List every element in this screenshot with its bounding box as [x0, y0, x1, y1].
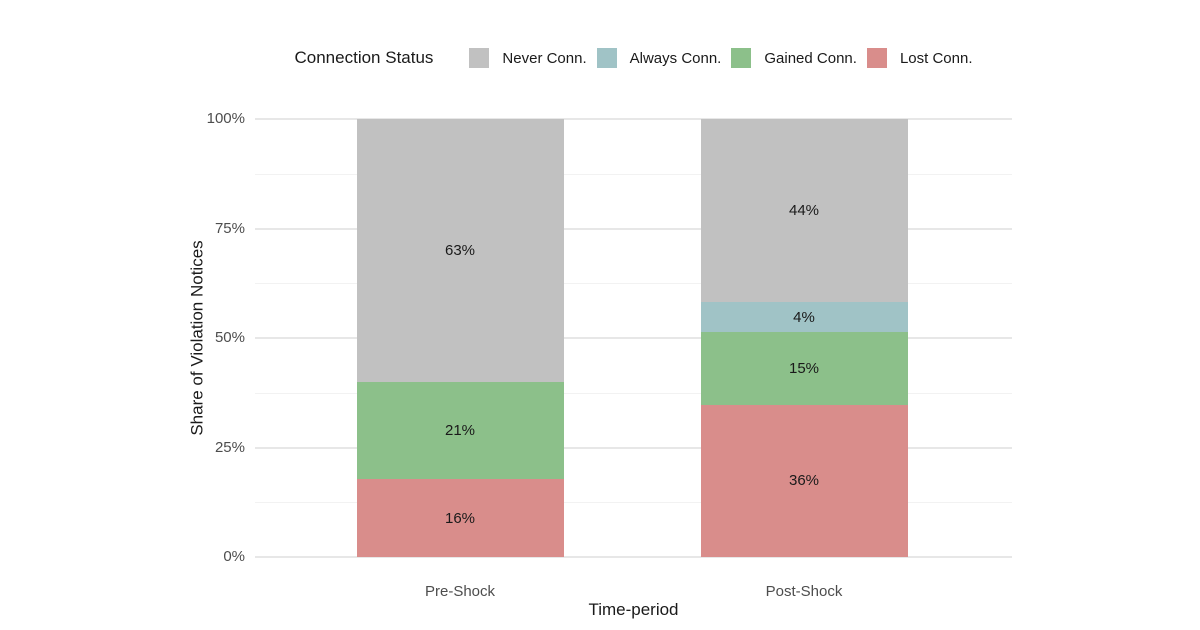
- legend-title: Connection Status: [294, 48, 434, 67]
- legend-item-never-conn: Never Conn.: [469, 48, 587, 68]
- x-axis-title: Time-period: [588, 600, 679, 619]
- segment-value-label: 44%: [788, 202, 820, 219]
- legend: Connection Status Never Conn. Always Conn…: [255, 44, 1012, 72]
- y-axis-title: Share of Violation Notices: [188, 240, 207, 436]
- x-tick-label-post-shock: Post-Shock: [765, 583, 843, 600]
- legend-item-lost-conn: Lost Conn.: [866, 48, 973, 68]
- legend-item-label: Lost Conn.: [899, 49, 973, 67]
- y-tick-label: 50%: [214, 329, 245, 346]
- y-tick-label: 100%: [206, 110, 245, 127]
- legend-item-label: Never Conn.: [502, 49, 587, 67]
- legend-items: Never Conn. Always Conn. Gained Conn. Lost …: [469, 48, 972, 68]
- segment-value-label: 15%: [788, 359, 820, 377]
- segment-lost-conn-pre-shock: 16%: [356, 479, 564, 557]
- gridline-major: [255, 446, 1012, 449]
- gridline-major: [255, 556, 1012, 558]
- legend-item-label: Gained Conn.: [764, 49, 857, 67]
- segment-gained-conn-post-shock: 15%: [700, 332, 908, 405]
- legend-item-always-conn: Always Conn.: [596, 48, 722, 68]
- segment-never-conn-pre-shock: 63%: [356, 119, 564, 382]
- legend-swatch-never-conn: [469, 48, 490, 68]
- gridline-minor: [255, 283, 1012, 285]
- plot-panel: 63% 21% 16% 44% 4% 15% 36%: [255, 118, 1012, 558]
- bar-pre-shock: 63% 21% 16%: [356, 119, 564, 557]
- gridline-major: [255, 118, 1012, 120]
- gridline-minor: [255, 502, 1012, 504]
- y-tick-label: 75%: [214, 219, 245, 237]
- legend-item-gained-conn: Gained Conn.: [731, 48, 857, 68]
- bar-post-shock: 44% 4% 15% 36%: [700, 119, 908, 557]
- segment-gained-conn-pre-shock: 21%: [356, 381, 564, 480]
- segment-value-label: 21%: [444, 421, 476, 439]
- y-tick-label: 25%: [214, 438, 245, 456]
- segment-value-label: 63%: [444, 241, 476, 259]
- y-axis-title-wrap: Share of Violation Notices: [188, 223, 208, 453]
- segment-value-label: 4%: [793, 308, 815, 326]
- y-axis-tick-labels: 0% 25% 50% 75% 100%: [0, 110, 245, 565]
- gridline-minor: [255, 173, 1012, 175]
- gridline-major: [255, 337, 1012, 339]
- legend-swatch-lost-conn: [866, 48, 887, 68]
- gridline-minor: [255, 392, 1012, 394]
- legend-swatch-gained-conn: [731, 48, 752, 68]
- x-axis-tick-labels: Pre-Shock Post-Shock: [0, 583, 1200, 603]
- segment-value-label: 36%: [788, 472, 820, 490]
- x-tick-label-pre-shock: Pre-Shock: [424, 583, 496, 600]
- segment-never-conn-post-shock: 44%: [700, 119, 908, 302]
- y-tick-label: 0%: [223, 548, 245, 565]
- segment-always-conn-post-shock: 4%: [700, 302, 908, 333]
- legend-item-label: Always Conn.: [629, 49, 722, 67]
- legend-swatch-always-conn: [596, 48, 617, 68]
- gridline-major: [255, 227, 1012, 230]
- segment-lost-conn-post-shock: 36%: [700, 404, 908, 557]
- segment-value-label: 16%: [444, 509, 476, 527]
